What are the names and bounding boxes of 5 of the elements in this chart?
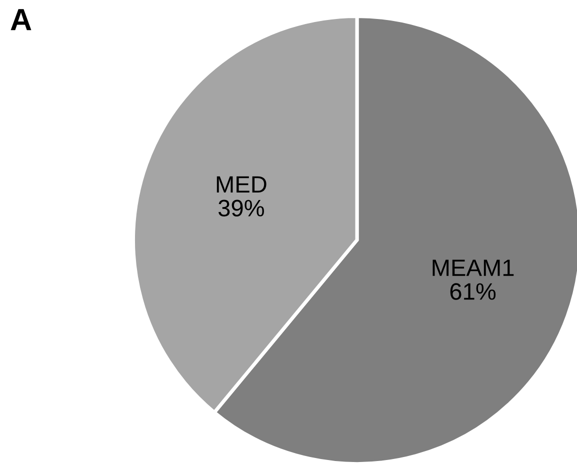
slice-label: MEAM1 xyxy=(432,260,514,276)
data-label: 61% xyxy=(450,283,496,300)
data-label: 39% xyxy=(218,200,264,217)
slice-label: MED xyxy=(216,176,266,193)
chart-title: A xyxy=(10,9,32,30)
